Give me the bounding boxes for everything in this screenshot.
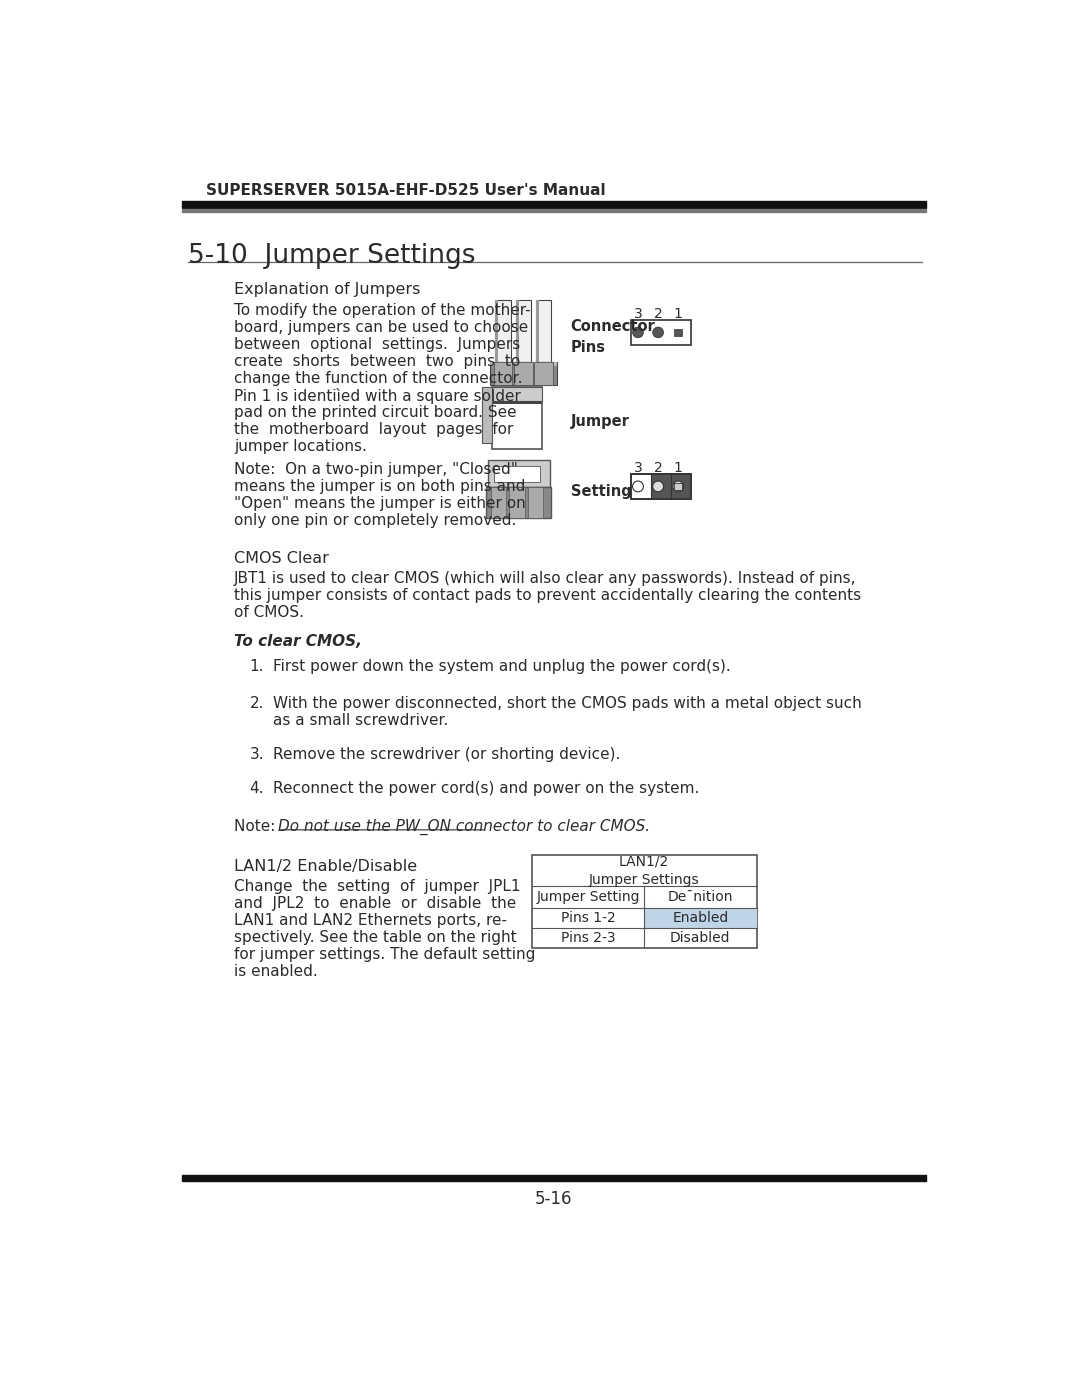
Text: and  JPL2  to  enable  or  disable  the: and JPL2 to enable or disable the [234,895,516,911]
Bar [491,387,542,401]
Bar [486,488,551,518]
Text: Reconnect the power cord(s) and power on the system.: Reconnect the power cord(s) and power on… [273,781,700,795]
Bar [515,300,531,362]
Text: Do not use the PW_ON connector to clear CMOS.: Do not use the PW_ON connector to clear … [279,819,650,835]
Text: Pins 1-2: Pins 1-2 [561,911,616,925]
Text: 1.: 1. [249,659,265,673]
Bar [631,474,691,499]
Bar [491,387,542,448]
Text: Pin 1 is identiìed with a square solder: Pin 1 is identiìed with a square solder [234,388,521,404]
Text: LAN1 and LAN2 Ethernets ports, re-: LAN1 and LAN2 Ethernets ports, re- [234,914,508,928]
Text: Jumper: Jumper [570,415,630,429]
Text: Note:  On a two-pin jumper, "Closed": Note: On a two-pin jumper, "Closed" [234,462,518,476]
Bar [482,387,491,443]
Bar [531,855,757,947]
Bar [494,362,512,384]
Text: this jumper consists of contact pads to prevent accidentally clearing the conten: this jumper consists of contact pads to … [234,588,862,604]
Text: Disabled: Disabled [670,930,730,944]
Bar [491,401,542,404]
Text: create  shorts  between  two  pins  to: create shorts between two pins to [234,353,521,369]
Text: means the jumper is on both pins and: means the jumper is on both pins and [234,479,526,493]
Text: "Open" means the jumper is either on: "Open" means the jumper is either on [234,496,526,511]
Text: 3: 3 [634,461,643,475]
Bar [514,362,532,384]
Bar [496,300,511,362]
Text: pad on the printed circuit board. See: pad on the printed circuit board. See [234,405,517,420]
Circle shape [673,481,684,492]
Text: Note:: Note: [234,819,285,834]
Bar [510,488,525,518]
Circle shape [633,481,644,492]
Bar [631,474,691,499]
Bar [651,474,691,499]
Circle shape [652,327,663,338]
Circle shape [633,327,644,338]
Text: 1: 1 [674,307,683,321]
Bar [181,201,926,208]
Text: 5-10  Jumper Settings: 5-10 Jumper Settings [188,243,475,270]
Text: board, jumpers can be used to choose: board, jumpers can be used to choose [234,320,528,335]
Bar [490,488,507,518]
Text: as a small screwdriver.: as a small screwdriver. [273,712,448,728]
Text: Jumper Setting: Jumper Setting [537,890,639,904]
Text: SUPERSERVER 5015A-EHF-D525 User's Manual: SUPERSERVER 5015A-EHF-D525 User's Manual [206,183,606,198]
Text: 4.: 4. [249,781,265,795]
Bar [674,328,683,337]
Text: To modify the operation of the mother-: To modify the operation of the mother- [234,303,531,319]
Bar [488,489,550,493]
Text: LAN1/2 Enable/Disable: LAN1/2 Enable/Disable [234,859,417,875]
Text: 3.: 3. [249,746,265,761]
Circle shape [652,481,663,492]
Text: Setting: Setting [570,483,632,499]
Text: 2: 2 [653,307,662,321]
Text: 1: 1 [674,461,683,475]
Bar [181,1175,926,1180]
Text: only one pin or completely removed.: only one pin or completely removed. [234,513,516,528]
Text: Change  the  setting  of  jumper  JPL1: Change the setting of jumper JPL1 [234,879,521,894]
Text: Remove the screwdriver (or shorting device).: Remove the screwdriver (or shorting devi… [273,746,620,761]
Bar [674,482,683,490]
Text: Explanation of Jumpers: Explanation of Jumpers [234,282,420,296]
Bar [490,362,556,384]
Text: With the power disconnected, short the CMOS pads with a metal object such: With the power disconnected, short the C… [273,696,862,711]
Text: 3: 3 [634,307,643,321]
Bar [644,908,757,928]
Bar [490,362,556,366]
Text: is enabled.: is enabled. [234,964,318,979]
Text: De¯nition: De¯nition [667,890,733,904]
Text: jumper locations.: jumper locations. [234,439,367,454]
Text: 5-16: 5-16 [535,1190,572,1208]
Bar [536,300,551,362]
Bar [494,467,540,482]
Text: change the function of the connector.: change the function of the connector. [234,372,523,386]
Bar [631,320,691,345]
Text: Connector
Pins: Connector Pins [570,319,656,355]
Text: spectively. See the table on the right: spectively. See the table on the right [234,930,517,944]
Bar [528,488,543,518]
Bar [535,362,553,384]
Text: of CMOS.: of CMOS. [234,605,305,620]
Bar [515,300,518,362]
Text: 2: 2 [653,461,662,475]
Text: To clear CMOS,: To clear CMOS, [234,634,362,650]
Bar [488,460,550,488]
Text: CMOS Clear: CMOS Clear [234,550,329,566]
Text: Pins 2-3: Pins 2-3 [561,930,616,944]
Bar [181,210,926,212]
Text: Enabled: Enabled [672,911,729,925]
Text: for jumper settings. The default setting: for jumper settings. The default setting [234,947,536,963]
Text: the  motherboard  layout  pages  for: the motherboard layout pages for [234,422,514,437]
Text: between  optional  settings.  Jumpers: between optional settings. Jumpers [234,337,521,352]
Text: 2.: 2. [249,696,265,711]
Text: LAN1/2
Jumper Settings: LAN1/2 Jumper Settings [589,855,700,887]
Bar [536,300,539,362]
Bar [496,300,499,362]
Text: First power down the system and unplug the power cord(s).: First power down the system and unplug t… [273,659,731,673]
Text: JBT1 is used to clear CMOS (which will also clear any passwords). Instead of pin: JBT1 is used to clear CMOS (which will a… [234,571,856,587]
